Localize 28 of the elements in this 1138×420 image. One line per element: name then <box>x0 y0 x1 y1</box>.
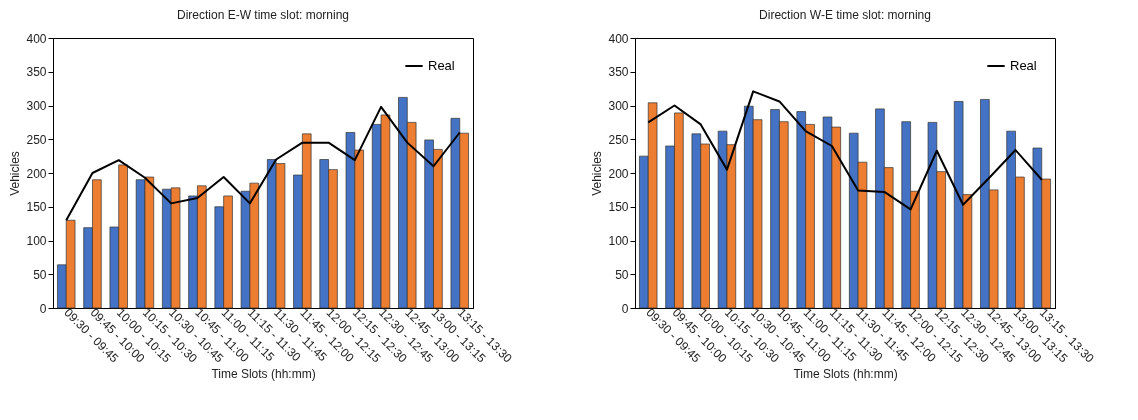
y-tick-label: 100 <box>26 234 47 248</box>
y-tick-label: 250 <box>608 132 629 147</box>
y-tick-label: 0 <box>39 301 47 316</box>
y-tick-label: 100 <box>608 234 629 248</box>
y-tick-label: 150 <box>608 200 629 215</box>
legend-label: Real <box>428 58 455 73</box>
y-axis-title: Vehicles <box>590 151 605 196</box>
y-tick-label: 0 <box>621 301 629 316</box>
x-axis-title: Time Slots (hh:mm) <box>793 366 898 381</box>
legend-label: Real <box>1010 58 1037 73</box>
line-series <box>65 105 461 222</box>
y-tick-label: 50 <box>615 267 629 282</box>
y-tick-label: 400 <box>26 31 47 46</box>
y-tick-label: 150 <box>26 200 47 215</box>
chart-title: Direction E-W time slot: morning <box>176 8 350 22</box>
y-tick-label: 300 <box>26 99 47 113</box>
y-tick-label: 400 <box>608 31 629 46</box>
y-tick-label: 200 <box>608 166 629 181</box>
chart-title: Direction W-E time slot: morning <box>759 8 931 22</box>
y-axis-title: Vehicles <box>8 151 23 196</box>
y-tick-label: 200 <box>26 166 47 181</box>
y-tick-label: 250 <box>26 132 47 147</box>
y-tick-label: 50 <box>33 267 47 282</box>
x-axis-title: Time Slots (hh:mm) <box>211 366 316 381</box>
y-tick-label: 350 <box>26 65 47 80</box>
y-tick-label: 350 <box>608 65 629 80</box>
y-tick-label: 300 <box>608 99 629 113</box>
line-series <box>647 90 1043 211</box>
